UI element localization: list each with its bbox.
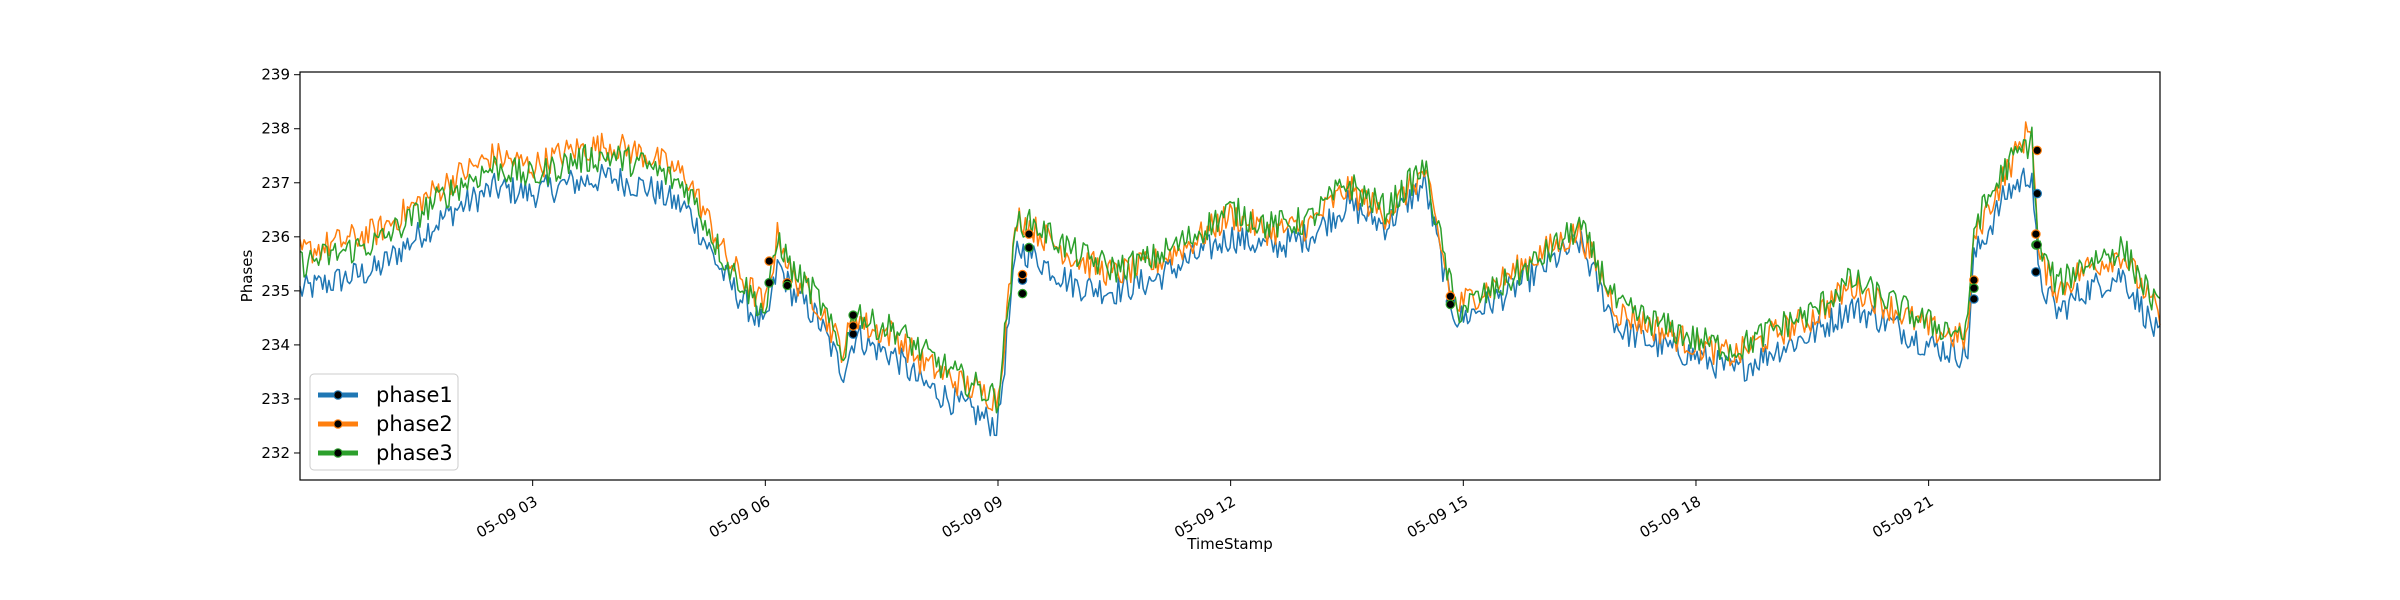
data-marker-phase3 [1017, 288, 1028, 299]
data-marker-phase3 [1969, 283, 1979, 293]
data-marker-phase3 [782, 280, 793, 291]
data-marker-phase3 [764, 277, 774, 288]
y-axis: 232 233 234 235 236 237 238 239 [261, 66, 300, 462]
plot-area [299, 71, 2161, 481]
legend-label-phase2: phase2 [376, 412, 453, 436]
data-marker-phase2 [2032, 145, 2042, 156]
x-tick-label: 05-09 21 [1869, 492, 1936, 541]
legend-label-phase3: phase3 [376, 441, 453, 465]
y-tick-label: 235 [261, 282, 290, 300]
series-line-phase2 [299, 121, 2161, 412]
data-marker-phase2 [848, 321, 858, 331]
x-tick-label: 05-09 18 [1637, 492, 1704, 541]
data-marker-phase2 [1445, 291, 1456, 302]
y-tick-label: 234 [261, 336, 290, 354]
x-axis: 05-09 03 05-09 06 05-09 09 05-09 12 05-09 15… [473, 480, 1937, 542]
plot-background [300, 72, 2160, 480]
data-marker-phase2 [2031, 229, 2041, 239]
legend-box [309, 373, 459, 471]
data-marker-phase3 [848, 310, 858, 320]
data-marker-phase3 [1445, 299, 1456, 310]
legend-marker-phase2 [333, 419, 343, 429]
data-marker-phase3 [1024, 242, 1034, 253]
y-tick-label: 239 [261, 66, 290, 84]
marker-layer [764, 145, 2042, 339]
legend-label-phase1: phase1 [376, 383, 453, 407]
data-marker-phase2 [1969, 275, 1979, 285]
data-marker-phase2 [1017, 269, 1028, 280]
data-marker-phase2 [1024, 229, 1034, 239]
plot-frame [299, 71, 2161, 481]
data-marker-phase1 [848, 329, 858, 339]
y-tick-label: 233 [261, 390, 290, 408]
y-tick-label: 237 [261, 174, 290, 192]
x-tick-label: 05-09 06 [706, 492, 773, 541]
data-marker-phase2 [764, 256, 774, 266]
y-axis-label: Phases [238, 250, 256, 303]
data-marker-phase1 [1969, 294, 1979, 304]
y-tick-label: 238 [261, 120, 290, 138]
data-marker-phase1 [2032, 188, 2042, 199]
data-marker-phase1 [2031, 267, 2041, 277]
legend-marker-phase3 [333, 448, 343, 458]
x-tick-label: 05-09 15 [1404, 492, 1471, 541]
series-layer [299, 121, 2161, 437]
series-line-phase3 [299, 126, 2161, 414]
y-tick-label: 232 [261, 444, 290, 462]
data-marker-phase3 [2032, 240, 2042, 250]
x-axis-label: TimeStamp [1186, 535, 1272, 553]
y-tick-label: 236 [261, 228, 290, 246]
series-line-phase1 [299, 163, 2161, 437]
legend: phase1 phase2 phase3 [309, 373, 459, 471]
legend-marker-phase1 [333, 390, 343, 400]
x-tick-label: 05-09 03 [473, 492, 540, 541]
x-tick-label: 05-09 09 [939, 492, 1006, 541]
